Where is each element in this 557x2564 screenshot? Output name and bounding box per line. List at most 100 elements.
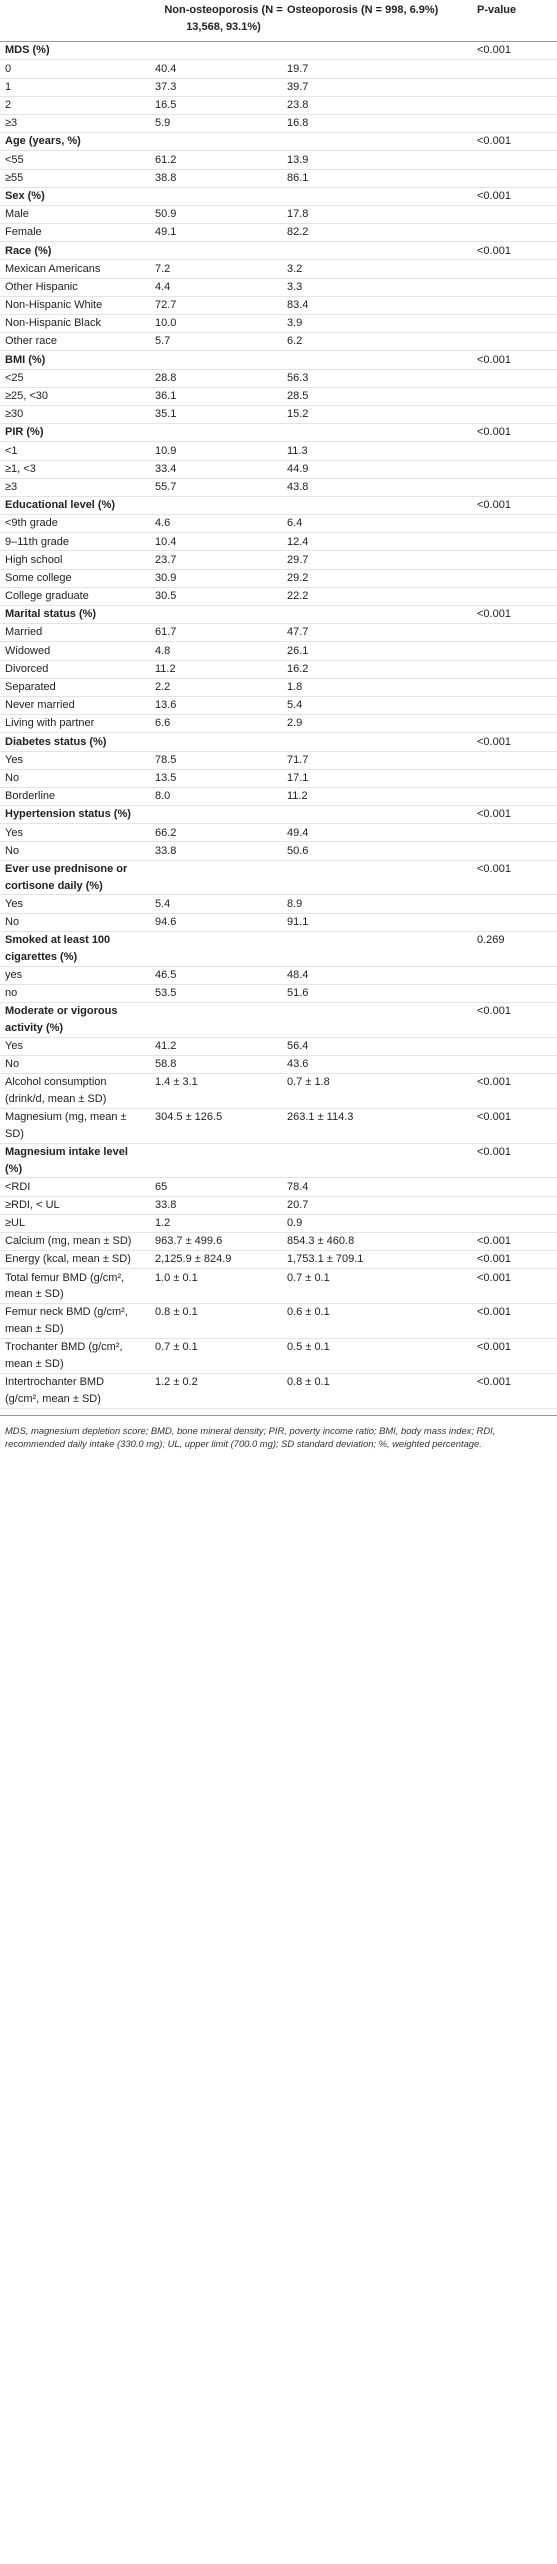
table-cell: 66.2 [150,823,287,843]
empty-cell [477,569,557,588]
table-cell: 43.6 [287,1055,477,1075]
table-cell: 1.4 ± 3.1 [150,1073,287,1109]
data-row: Yes 78.5 71.7 [0,751,557,770]
table-cell: MDS (%) [0,41,150,61]
data-row: ≥3 5.9 16.8 [0,114,557,134]
table-cell: 0 [0,59,150,79]
table-cell: 11.2 [287,787,477,807]
table-cell: 13.5 [150,769,287,788]
data-row: Divorced 11.2 16.2 [0,660,557,679]
data-row: ≥RDI, < UL 33.8 20.7 [0,1196,557,1215]
table-cell: <0.001 [477,1338,557,1374]
data-row: ≥UL 1.2 0.9 [0,1214,557,1234]
empty-cell [477,96,557,115]
table-cell: 41.2 [150,1037,287,1056]
empty-cell [150,496,287,516]
data-row: ≥25, <30 36.1 28.5 [0,387,557,406]
table-cell: 1.2 ± 0.2 [150,1373,287,1409]
table-cell: 47.7 [287,623,477,643]
table-cell: 29.7 [287,550,477,570]
table-cell: Borderline [0,787,150,807]
empty-cell [477,714,557,734]
table-cell: yes [0,966,150,985]
section-row: Hypertension status (%) <0.001 [0,805,557,825]
empty-cell [477,660,557,679]
table-cell: <0.001 [477,1232,557,1252]
table-cell: ≥RDI, < UL [0,1196,150,1215]
table-cell: No [0,769,150,788]
table-cell: 0.269 [477,931,557,967]
empty-cell [477,278,557,297]
table-cell: 6.2 [287,332,477,352]
empty-cell [477,150,557,170]
empty-cell [477,114,557,134]
empty-cell [150,423,287,443]
table-cell: Intertrochanter BMD (g/cm², mean ± SD) [0,1373,150,1409]
empty-cell [150,1143,287,1179]
table-cell: 10.9 [150,441,287,461]
empty-cell [287,605,477,625]
table-cell: <0.001 [477,350,557,370]
table-cell: 94.6 [150,913,287,932]
table-cell: 6.6 [150,714,287,734]
table-cell: Marital status (%) [0,605,150,625]
table-cell: Other race [0,332,150,352]
data-row: yes 46.5 48.4 [0,966,557,985]
empty-cell [477,259,557,279]
table-cell: 16.8 [287,114,477,134]
header-row: Non-osteoporosis (N = 13,568, 93.1%) Ost… [0,0,557,43]
data-row: Male 50.9 17.8 [0,205,557,225]
table-cell: No [0,841,150,861]
table-cell: 29.2 [287,569,477,588]
table-cell: <55 [0,150,150,170]
table-cell: 1.0 ± 0.1 [150,1268,287,1305]
empty-cell [287,1143,477,1179]
table-cell: 2.2 [150,678,287,697]
empty-cell [150,805,287,825]
table-cell: Non-Hispanic White [0,296,150,316]
header-cell [0,0,150,43]
data-row: <1 10.9 11.3 [0,441,557,461]
table-cell: <0.001 [477,805,557,825]
empty-cell [287,241,477,261]
table-cell: Female [0,223,150,243]
table-cell: 3.2 [287,259,477,279]
table-cell: 963.7 ± 499.6 [150,1232,287,1252]
empty-cell [477,696,557,716]
empty-cell [477,205,557,225]
table-cell: <25 [0,369,150,388]
table-cell: 65 [150,1177,287,1197]
table-cell: 11.3 [287,441,477,461]
empty-cell [287,805,477,825]
table-cell: Trochanter BMD (g/cm², mean ± SD) [0,1338,150,1374]
empty-cell [477,984,557,1003]
table-cell: 15.2 [287,405,477,425]
table-cell: 4.4 [150,278,287,297]
table-cell: 28.5 [287,387,477,406]
table-cell: 6.4 [287,514,477,534]
table-cell: College graduate [0,587,150,607]
table-cell: 13.6 [150,696,287,716]
data-row: Separated 2.2 1.8 [0,678,557,697]
empty-cell [477,623,557,643]
table-cell: 1,753.1 ± 709.1 [287,1250,477,1270]
data-row: ≥3 55.7 43.8 [0,478,557,497]
table-cell: 3.3 [287,278,477,297]
table-cell: 49.4 [287,823,477,843]
table-cell: 22.2 [287,587,477,607]
empty-cell [477,1177,557,1197]
empty-cell [477,78,557,97]
empty-cell [477,387,557,406]
data-row: Energy (kcal, mean ± SD) 2,125.9 ± 824.9 1… [0,1250,557,1270]
table-cell: 61.7 [150,623,287,643]
table-cell: 48.4 [287,966,477,985]
table-cell: 10.4 [150,532,287,552]
data-row: Alcohol consumption (drink/d, mean ± SD)… [0,1073,557,1109]
table-cell: 50.9 [150,205,287,225]
table-cell: Energy (kcal, mean ± SD) [0,1250,150,1270]
empty-cell [150,1002,287,1038]
table-cell: Mexican Americans [0,259,150,279]
table-cell: 2.9 [287,714,477,734]
data-row: no 53.5 51.6 [0,984,557,1003]
table-cell: 46.5 [150,966,287,985]
